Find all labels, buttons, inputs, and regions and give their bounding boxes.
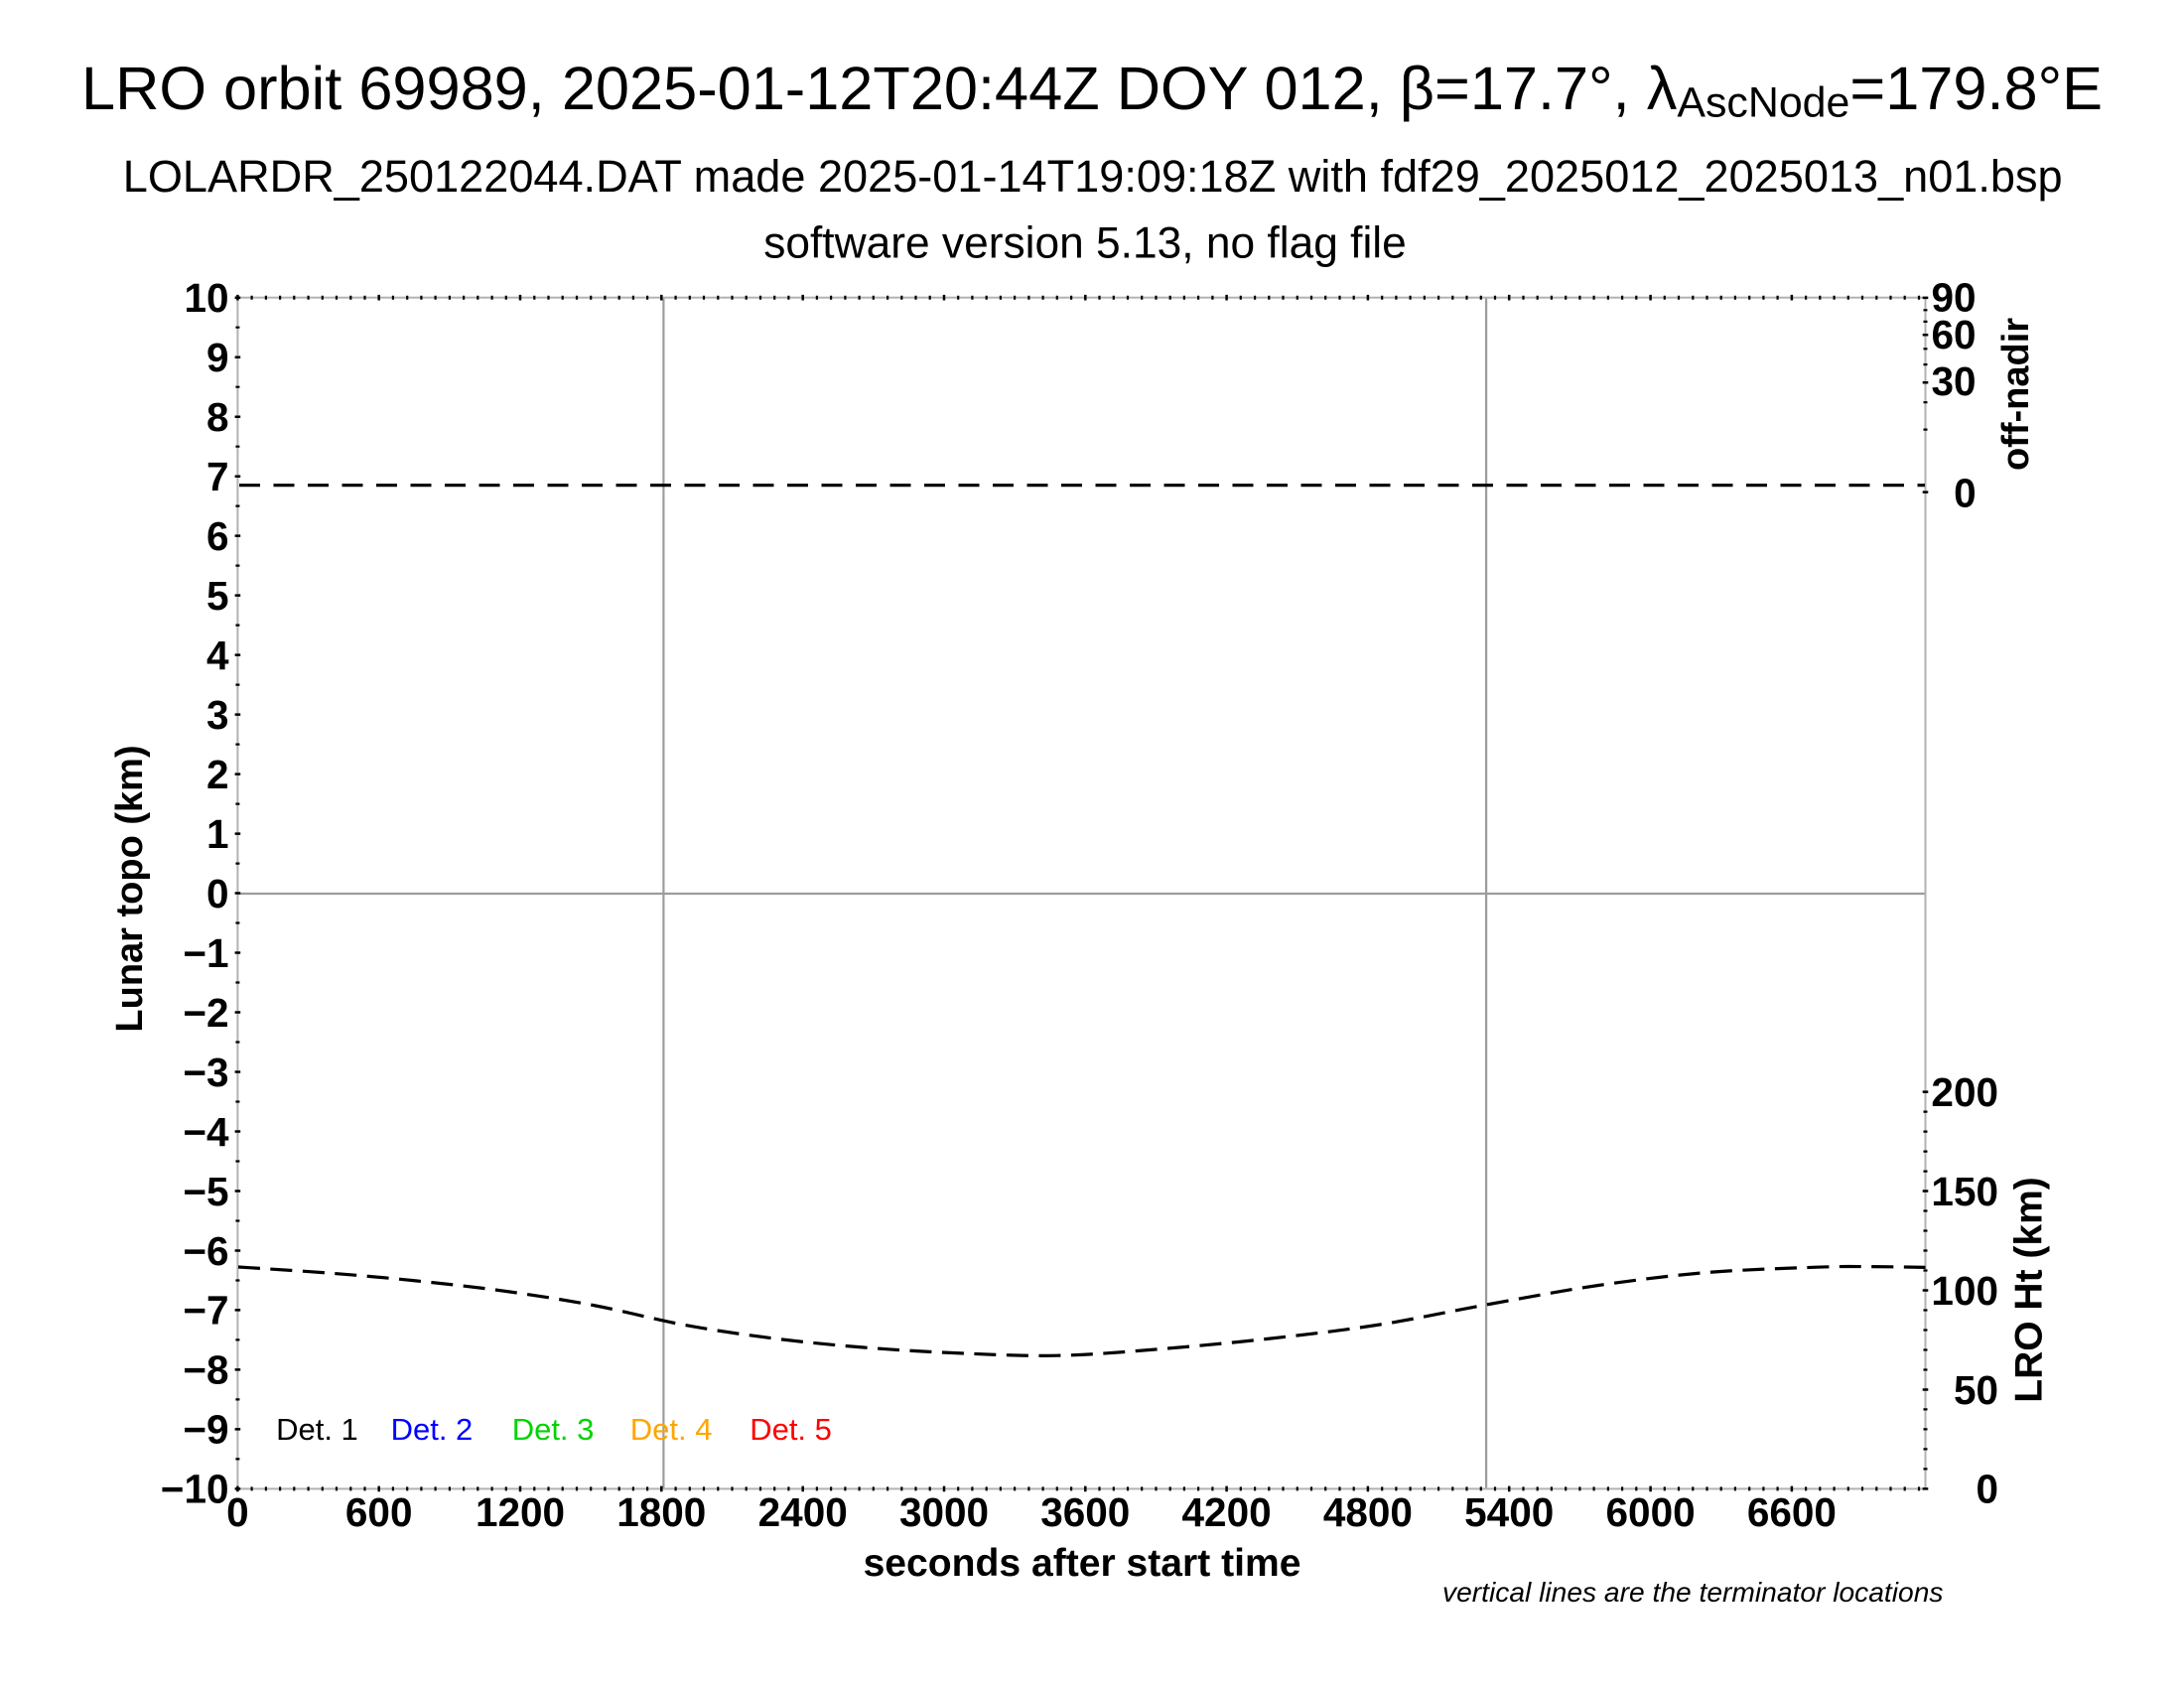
svg-text:5: 5 xyxy=(206,573,229,619)
svg-text:30: 30 xyxy=(1932,358,1977,404)
svg-text:50: 50 xyxy=(1954,1367,1998,1413)
svg-text:−9: −9 xyxy=(183,1407,228,1453)
svg-text:3600: 3600 xyxy=(1040,1489,1130,1535)
svg-text:0: 0 xyxy=(206,871,229,916)
svg-text:0: 0 xyxy=(226,1489,249,1535)
svg-text:software version 5.13, no flag: software version 5.13, no flag file xyxy=(763,218,1407,267)
svg-text:8: 8 xyxy=(206,394,229,440)
svg-text:LRO Ht (km): LRO Ht (km) xyxy=(2008,1177,2051,1403)
svg-text:150: 150 xyxy=(1931,1169,1998,1214)
svg-text:5400: 5400 xyxy=(1464,1489,1554,1535)
svg-text:1: 1 xyxy=(206,811,229,857)
svg-text:1200: 1200 xyxy=(476,1489,565,1535)
svg-text:seconds after start time: seconds after start time xyxy=(864,1542,1301,1585)
svg-text:−5: −5 xyxy=(183,1169,228,1214)
svg-text:6600: 6600 xyxy=(1747,1489,1837,1535)
svg-text:−10: −10 xyxy=(161,1467,229,1512)
svg-text:1800: 1800 xyxy=(616,1489,706,1535)
svg-text:4200: 4200 xyxy=(1182,1489,1272,1535)
svg-text:9: 9 xyxy=(206,335,229,380)
svg-text:4800: 4800 xyxy=(1323,1489,1413,1535)
svg-text:Det. 2: Det. 2 xyxy=(391,1412,474,1447)
svg-text:0: 0 xyxy=(1976,1467,1998,1512)
svg-text:−7: −7 xyxy=(183,1288,228,1334)
svg-text:2: 2 xyxy=(206,752,229,797)
svg-text:Det. 1: Det. 1 xyxy=(276,1412,358,1447)
svg-text:−8: −8 xyxy=(183,1347,228,1393)
svg-text:0: 0 xyxy=(1954,470,1977,515)
svg-text:100: 100 xyxy=(1931,1268,1998,1314)
svg-text:LOLARDR_250122044.DAT made 202: LOLARDR_250122044.DAT made 2025-01-14T19… xyxy=(123,151,2063,202)
svg-text:4: 4 xyxy=(206,633,229,678)
svg-text:−1: −1 xyxy=(183,930,228,976)
svg-text:10: 10 xyxy=(184,275,228,321)
svg-text:−2: −2 xyxy=(183,990,228,1036)
svg-text:7: 7 xyxy=(206,454,229,499)
svg-text:off-nadir: off-nadir xyxy=(1995,318,2037,471)
svg-text:200: 200 xyxy=(1931,1069,1998,1115)
svg-text:Det. 4: Det. 4 xyxy=(630,1412,713,1447)
svg-text:−6: −6 xyxy=(183,1228,228,1274)
svg-text:vertical lines are the termina: vertical lines are the terminator locati… xyxy=(1442,1576,1943,1608)
svg-text:Det. 3: Det. 3 xyxy=(512,1412,595,1447)
svg-text:2400: 2400 xyxy=(758,1489,848,1535)
svg-text:−4: −4 xyxy=(183,1109,229,1155)
svg-text:3000: 3000 xyxy=(899,1489,989,1535)
svg-text:−3: −3 xyxy=(183,1050,228,1095)
svg-text:60: 60 xyxy=(1932,312,1977,357)
svg-text:3: 3 xyxy=(206,692,229,738)
svg-text:90: 90 xyxy=(1932,274,1977,320)
svg-text:6000: 6000 xyxy=(1606,1489,1696,1535)
svg-text:600: 600 xyxy=(345,1489,413,1535)
svg-text:Det. 5: Det. 5 xyxy=(750,1412,832,1447)
svg-text:Lunar topo (km): Lunar topo (km) xyxy=(109,745,151,1032)
svg-text:6: 6 xyxy=(206,513,229,559)
